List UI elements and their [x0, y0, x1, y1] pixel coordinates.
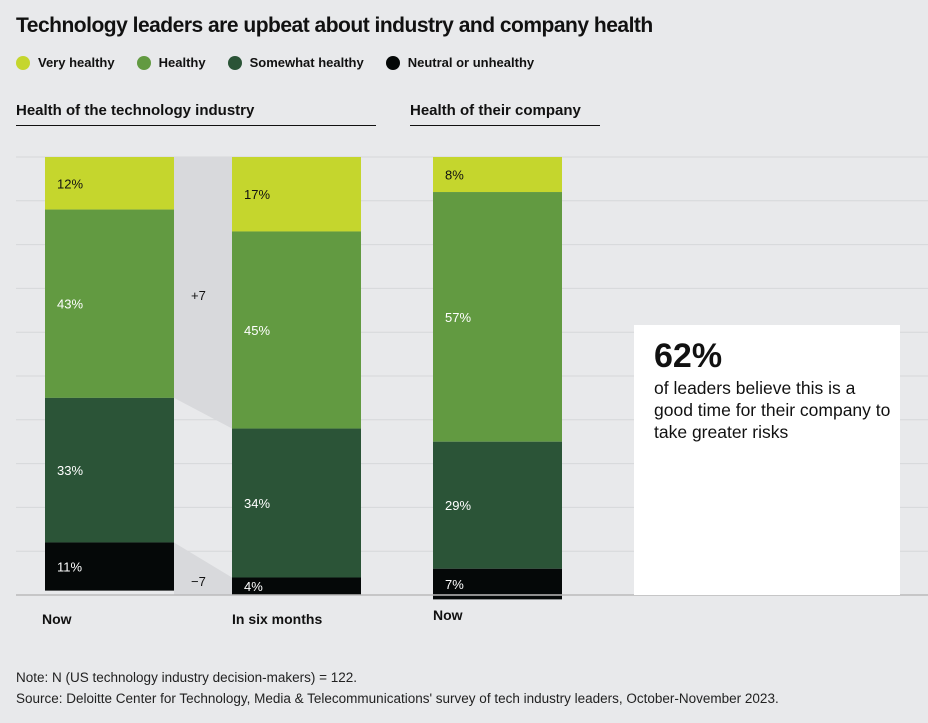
legend-swatch	[16, 55, 30, 70]
connector-upper	[174, 157, 232, 429]
legend-label: Healthy	[158, 55, 206, 70]
data-label: 34%	[244, 496, 270, 511]
legend-item: Somewhat healthy	[227, 55, 364, 70]
category-label: In six months	[232, 611, 322, 627]
data-label: 33%	[57, 463, 83, 478]
legend-swatch	[227, 55, 242, 70]
bar-segment	[232, 428, 361, 578]
callout-box: 62% of leaders believe this is a good ti…	[634, 325, 900, 595]
bar-segment	[232, 231, 361, 429]
annotation: +7	[191, 288, 206, 303]
data-label: 29%	[445, 498, 471, 513]
chart-title: Technology leaders are upbeat about indu…	[16, 14, 653, 37]
annotation: −7	[191, 574, 206, 589]
data-label: 17%	[244, 187, 270, 202]
data-label: 11%	[57, 560, 82, 575]
note: Note: N (US technology industry decision…	[16, 670, 358, 685]
legend-item: Neutral or unhealthy	[385, 55, 535, 70]
bar-segment	[45, 542, 174, 591]
data-label: 8%	[445, 168, 464, 183]
section-company-label: Health of their company	[410, 102, 600, 126]
bar-segment	[433, 157, 562, 193]
section-industry-label: Health of the technology industry	[16, 102, 376, 126]
bar-segment	[433, 192, 562, 442]
connector-lower	[174, 542, 232, 595]
bar-segment	[433, 441, 562, 569]
callout-text: of leaders believe this is a good time f…	[654, 378, 891, 442]
callout-value: 62%	[654, 337, 723, 375]
stacked-bar-chart: 12% 43% 33% 11% Now 17% 45% 34% 4% In six months 8…	[16, 156, 928, 627]
data-label: 12%	[57, 176, 83, 191]
bar-segment	[45, 157, 174, 210]
bar-segment	[232, 577, 361, 595]
legend-item: Healthy	[136, 55, 206, 70]
category-label: Now	[42, 611, 72, 627]
legend-item: Very healthy	[16, 55, 115, 70]
data-label: 4%	[244, 579, 263, 594]
legend-label: Very healthy	[38, 55, 115, 70]
bar-segment	[232, 157, 361, 232]
legend-swatch	[136, 55, 151, 70]
data-label: 7%	[445, 577, 464, 592]
bar-segment	[45, 209, 174, 398]
legend: Very healthy Healthy Somewhat healthy Neutr…	[16, 55, 534, 70]
legend-label: Somewhat healthy	[249, 55, 364, 70]
data-label: 57%	[445, 310, 471, 325]
legend-label: Neutral or unhealthy	[407, 55, 535, 70]
bar-segment	[45, 397, 174, 543]
data-label: 43%	[57, 297, 83, 312]
source: Source: Deloitte Center for Technology, …	[16, 691, 779, 706]
data-label: 45%	[244, 323, 270, 338]
category-label: Now	[433, 607, 463, 623]
legend-swatch	[385, 55, 400, 70]
